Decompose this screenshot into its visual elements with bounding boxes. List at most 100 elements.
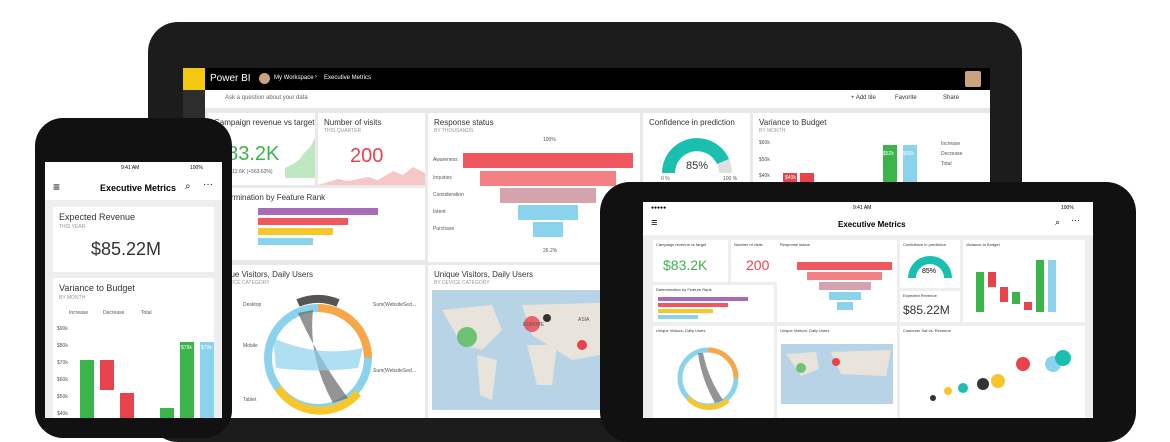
more[interactable]: ··· <box>1071 215 1080 225</box>
share[interactable]: Share <box>943 95 960 101</box>
shape <box>500 188 596 203</box>
mini-title: Variance to Budget <box>966 242 1000 247</box>
search[interactable]: ⌕ <box>1055 217 1061 227</box>
shape <box>883 145 897 185</box>
map <box>781 344 893 404</box>
y-tick: $50k <box>57 394 68 400</box>
shape <box>543 314 551 322</box>
mini-tile[interactable]: Response status <box>777 240 897 322</box>
mini-value: $83.2K <box>663 257 708 273</box>
shape <box>160 408 174 418</box>
tile-subtitle: BY MONTH <box>759 128 786 134</box>
mini-title: Expected Revenue <box>903 293 937 298</box>
mini-title: Confidence in prediction <box>903 242 946 247</box>
shape <box>533 222 563 237</box>
bar-chart <box>658 297 748 319</box>
revenue-card[interactable]: Expected Revenue THIS YEAR $85.22M <box>53 207 214 272</box>
stage: Purchase <box>433 226 455 232</box>
mini-tile[interactable]: Variance to Budget <box>963 240 1085 322</box>
qa-bar <box>205 90 990 108</box>
tile-title: Unique Visitors, Daily Users <box>214 270 313 279</box>
tile-subtitle: BY DEVICE CATEGORY <box>214 280 270 286</box>
shape <box>658 303 728 307</box>
shape <box>977 378 989 390</box>
y-tick: $60k <box>759 140 770 146</box>
top-bar <box>183 68 990 90</box>
shape <box>527 345 557 385</box>
gauge-min: 0 % <box>661 176 670 182</box>
mini-tile[interactable]: Confidence in prediction 85% <box>900 240 960 288</box>
shape <box>577 340 587 350</box>
card-subtitle: BY MONTH <box>59 295 86 301</box>
shape <box>477 355 497 400</box>
stage: Consideration <box>433 192 464 198</box>
favorite[interactable]: Favorite <box>895 95 917 101</box>
gauge-value: 85% <box>686 160 709 172</box>
mini-tile[interactable]: Expected Revenue $85.22M <box>900 291 960 322</box>
tablet-header <box>643 202 1093 235</box>
ranking-tile[interactable]: Determination by Feature Rank <box>208 188 425 260</box>
chord-chart <box>264 294 372 415</box>
shape <box>797 262 892 270</box>
shape <box>837 302 853 310</box>
shape <box>662 138 729 173</box>
mini-tile[interactable]: Customer Sat vs. Revenue <box>900 326 1085 418</box>
shape <box>317 304 372 359</box>
app-launcher[interactable] <box>183 68 205 90</box>
qa-input[interactable]: Ask a question about your data <box>225 95 308 101</box>
more[interactable]: ··· <box>203 179 213 190</box>
y-tick: $40k <box>759 173 770 179</box>
y-tick: $70k <box>57 360 68 366</box>
shape <box>658 297 748 301</box>
mini-tile[interactable]: Determination by Feature Rank <box>653 285 774 322</box>
y-tick: $50k <box>759 157 770 163</box>
legend-item: Increase <box>941 141 961 147</box>
visitors-tile[interactable]: Unique Visitors, Daily Users BY DEVICE C… <box>208 265 425 418</box>
gauge-max: 100 % <box>723 176 738 182</box>
mini-tile[interactable]: Campaign revenue vs target $83.2K <box>653 240 728 282</box>
shape <box>518 205 578 220</box>
y-tick: $80k <box>57 343 68 349</box>
add-tile[interactable]: + Add tile <box>851 95 876 101</box>
tile-title: Number of visits <box>324 118 382 127</box>
bar-label: $79k <box>201 345 212 351</box>
confidence-tile[interactable]: Confidence in prediction 85% 0 % 100 % <box>643 113 750 185</box>
shape <box>796 363 806 373</box>
phone-title: Executive Metrics <box>100 183 177 193</box>
tile-title: Confidence in prediction <box>649 118 735 127</box>
menu[interactable]: ≡ <box>651 217 658 229</box>
menu[interactable]: ≡ <box>53 180 61 194</box>
shape <box>258 238 313 245</box>
shape <box>903 145 917 185</box>
shape <box>658 315 698 319</box>
map-label: ASIA <box>578 317 590 323</box>
shape <box>944 387 952 395</box>
shape <box>258 208 378 215</box>
app-name: Power BI <box>210 73 251 84</box>
variance-card[interactable]: Variance to Budget BY MONTH Increase Dec… <box>53 278 214 418</box>
variance-tile[interactable]: Variance to Budget BY MONTH $60k $50k $4… <box>753 113 990 185</box>
funnel-top: 100% <box>543 137 556 143</box>
status-battery: 100% <box>190 165 203 171</box>
waterfall <box>783 145 917 185</box>
shape <box>1012 292 1020 304</box>
visits-tile[interactable]: Number of visits THIS QUARTER 200 <box>318 113 425 185</box>
breadcrumb-workspace[interactable]: My Workspace <box>274 75 314 81</box>
mini-title: Unique Visitors, Daily Users <box>656 328 706 333</box>
sparkline <box>318 167 425 185</box>
kpi-goal: Goal: $12.6K (+563.63%) <box>216 169 273 175</box>
mini-tile[interactable]: Unique Visitors, Daily Users <box>777 326 897 418</box>
shape <box>273 338 363 371</box>
search[interactable]: ⌕ <box>185 181 191 192</box>
tile-subtitle: BY THOUSANDS <box>434 128 474 134</box>
mini-title: Unique Visitors, Daily Users <box>780 328 830 333</box>
sparkline <box>285 138 315 178</box>
shape <box>698 353 723 403</box>
chord-label: Desktop <box>243 302 262 308</box>
breadcrumb-report[interactable]: Executive Metrics <box>324 75 372 81</box>
card-title: Expected Revenue <box>59 212 136 222</box>
mini-tile[interactable]: Unique Visitors, Daily Users <box>653 326 774 418</box>
page: Power BI My Workspace › Executive Metric… <box>35 22 1136 442</box>
shape <box>1024 302 1032 310</box>
user-photo[interactable] <box>965 71 981 87</box>
